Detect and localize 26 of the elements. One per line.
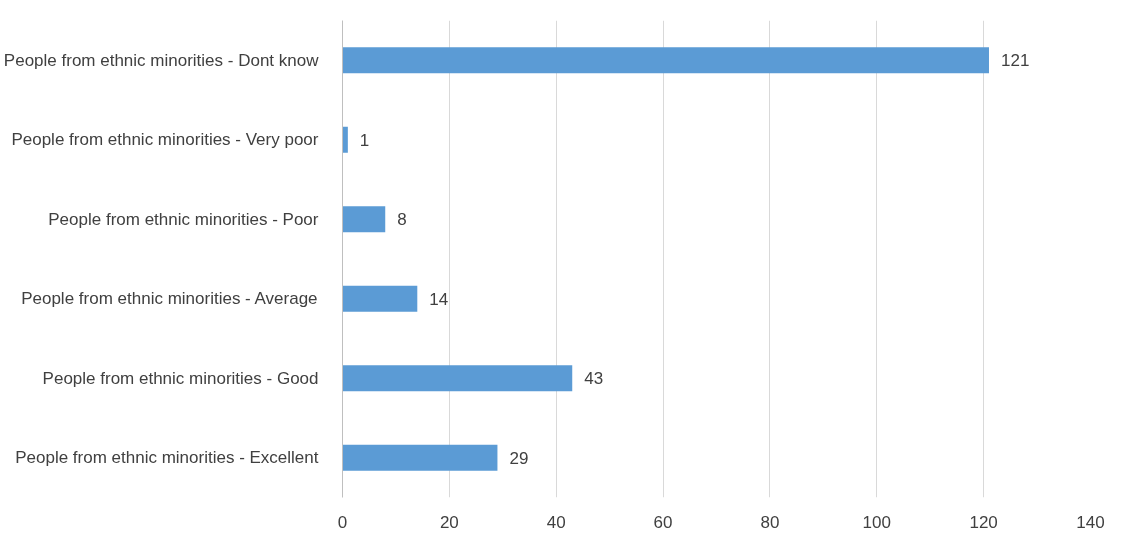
y-tick-label: People from ethnic minorities - Dont know: [3, 50, 320, 70]
x-tick-label: 100: [862, 512, 891, 532]
bar: [342, 365, 573, 392]
x-tick-label: 60: [653, 512, 673, 532]
x-tick-label: 20: [439, 512, 459, 532]
bar: [342, 47, 989, 74]
data-label: 8: [397, 210, 407, 230]
x-tick-label: 40: [546, 512, 566, 532]
bar: [342, 126, 348, 153]
bar: [342, 206, 386, 233]
y-tick-label: People from ethnic minorities - Poor: [48, 209, 319, 229]
data-label: 43: [584, 369, 604, 389]
y-tick-label: People from ethnic minorities - Good: [42, 368, 319, 388]
bar: [342, 285, 418, 312]
x-tick-label: 140: [1076, 512, 1105, 532]
data-label: 14: [429, 289, 449, 309]
data-label: 29: [509, 448, 529, 468]
y-tick-label: People from ethnic minorities - Excellent: [15, 448, 319, 468]
y-tick-label: People from ethnic minorities - Average: [21, 289, 318, 309]
data-label: 1: [359, 130, 370, 150]
x-tick-label: 80: [760, 512, 780, 532]
x-tick-label: 0: [337, 512, 348, 532]
x-tick-label: 120: [969, 512, 998, 532]
y-tick-label: People from ethnic minorities - Very poor: [11, 130, 319, 150]
bar: [342, 444, 498, 471]
data-label: 121: [1000, 51, 1030, 71]
